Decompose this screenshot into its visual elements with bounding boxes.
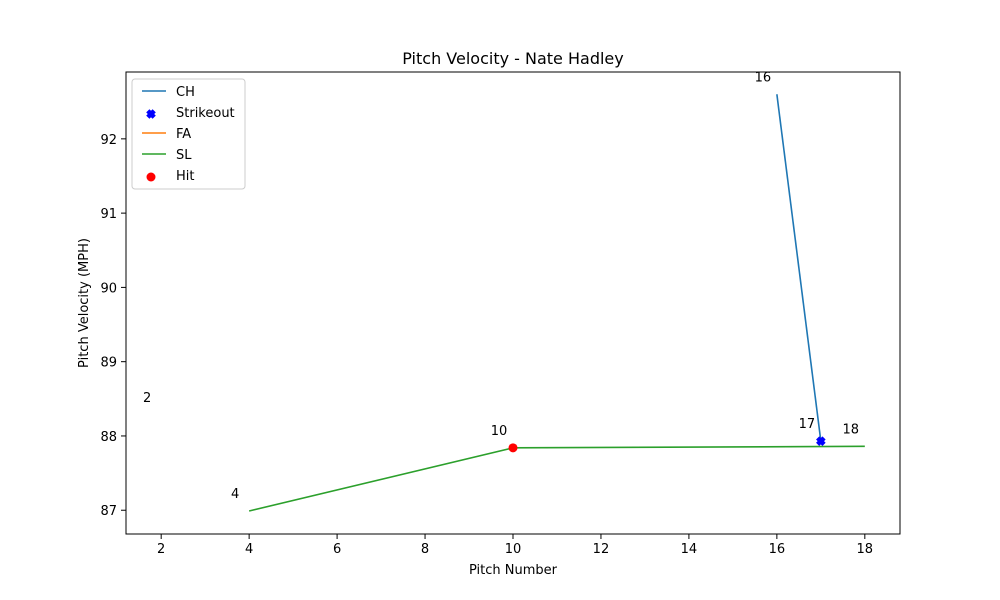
legend-label-sl: SL bbox=[176, 148, 192, 163]
x-tick-label: 16 bbox=[769, 542, 786, 557]
y-tick-label: 91 bbox=[100, 207, 117, 222]
point-label: 18 bbox=[843, 422, 860, 437]
plot-area: 2 4 10 16 17 18 bbox=[143, 70, 865, 512]
hit-marker bbox=[508, 443, 518, 453]
legend: CH Strikeout FA SL Hit bbox=[131, 78, 246, 190]
series-line-ch bbox=[776, 94, 822, 442]
x-tick-label: 18 bbox=[857, 542, 874, 557]
legend-box bbox=[131, 78, 246, 190]
legend-label-hit: Hit bbox=[176, 169, 194, 184]
legend-swatch-strikeout bbox=[146, 109, 156, 119]
legend-label-fa: FA bbox=[176, 127, 191, 142]
x-tick-label: 14 bbox=[681, 542, 698, 557]
strikeout-marker bbox=[816, 436, 826, 446]
y-tick-label: 87 bbox=[100, 504, 117, 519]
x-tick-label: 4 bbox=[245, 542, 253, 557]
x-tick-label: 8 bbox=[421, 542, 429, 557]
series-line-sl bbox=[248, 445, 865, 512]
x-tick-label: 2 bbox=[157, 542, 165, 557]
x-tick-label: 6 bbox=[333, 542, 341, 557]
point-label: 16 bbox=[755, 70, 772, 85]
legend-swatch-hit bbox=[146, 172, 156, 182]
x-tick-label: 12 bbox=[593, 542, 610, 557]
axis-ticks: 2 4 6 8 10 12 14 16 18 87 88 89 90 91 92 bbox=[100, 133, 873, 557]
point-label: 4 bbox=[231, 487, 239, 502]
y-axis-label: Pitch Velocity (MPH) bbox=[77, 238, 92, 368]
chart-title: Pitch Velocity - Nate Hadley bbox=[402, 49, 623, 68]
y-tick-label: 89 bbox=[100, 356, 117, 371]
point-label: 17 bbox=[799, 417, 816, 432]
y-tick-label: 92 bbox=[100, 133, 117, 148]
y-tick-label: 88 bbox=[100, 430, 117, 445]
legend-label-strikeout: Strikeout bbox=[176, 106, 235, 121]
point-label: 10 bbox=[491, 424, 508, 439]
point-label: 2 bbox=[143, 391, 151, 406]
y-tick-label: 90 bbox=[100, 281, 117, 296]
legend-label-ch: CH bbox=[176, 85, 195, 100]
x-axis-label: Pitch Number bbox=[469, 563, 558, 578]
x-tick-label: 10 bbox=[505, 542, 522, 557]
